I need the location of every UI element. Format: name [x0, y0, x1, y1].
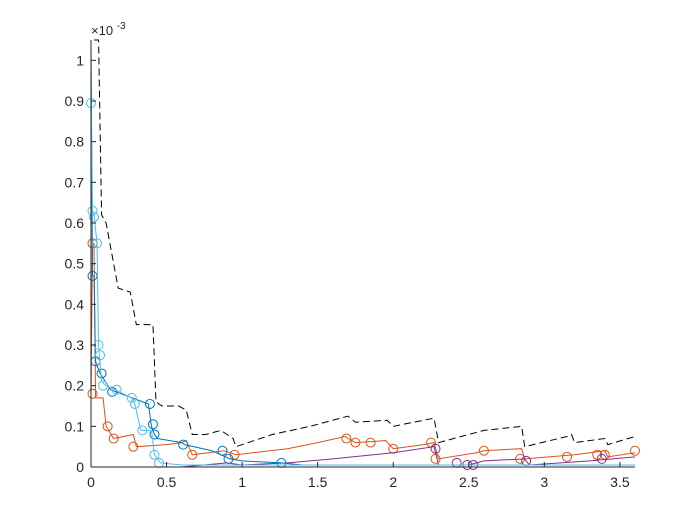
data-point-marker: [89, 211, 100, 222]
x-tick-label: 3.5: [610, 474, 630, 490]
data-point-marker: [87, 270, 98, 281]
series-line: [91, 446, 636, 468]
data-point-marker: [87, 388, 98, 399]
y-exponent-power: -3: [117, 21, 126, 32]
y-tick-label: 0.4: [65, 296, 85, 312]
series-2: [91, 443, 636, 470]
axes-layer: [90, 40, 635, 468]
series-4: [86, 76, 635, 468]
data-point-marker: [350, 437, 361, 448]
x-tick-label: 3: [540, 474, 548, 490]
x-tick-label: 0: [87, 474, 95, 490]
data-point-marker: [478, 445, 489, 456]
y-axis-exponent-label: ×10 -3: [91, 21, 126, 38]
data-point-marker: [365, 437, 376, 448]
data-point-marker: [630, 445, 640, 456]
y-exponent-base: ×10: [91, 23, 113, 38]
data-point-marker: [451, 457, 462, 468]
series-layer: [86, 39, 640, 470]
data-point-marker: [341, 433, 352, 444]
y-tick-label: 0.1: [65, 418, 85, 434]
y-tick-label: 0: [76, 459, 84, 475]
series-0: [94, 39, 636, 448]
data-point-marker: [137, 425, 148, 436]
series-line: [90, 44, 635, 466]
data-point-marker: [223, 453, 234, 464]
x-tick-label: 2.5: [459, 474, 479, 490]
data-point-marker: [187, 449, 198, 460]
x-tick-label: 0.5: [157, 474, 177, 490]
y-tick-label: 1: [76, 52, 84, 68]
y-tick-label: 0.8: [65, 134, 85, 150]
data-point-marker: [149, 449, 160, 460]
data-point-marker: [98, 380, 109, 391]
y-tick-label: 0.9: [65, 93, 85, 109]
data-point-marker: [92, 238, 103, 249]
series-line: [90, 76, 635, 466]
series-line: [90, 242, 636, 460]
data-point-marker: [562, 451, 572, 462]
data-point-marker: [430, 443, 441, 454]
data-point-marker: [149, 429, 160, 440]
data-point-marker: [102, 421, 113, 432]
y-tick-label: 0.3: [65, 337, 85, 353]
data-point-marker: [87, 205, 98, 216]
data-point-marker: [111, 384, 122, 395]
data-point-marker: [95, 350, 106, 361]
y-tick-label: 0.6: [65, 215, 85, 231]
y-tick-label: 0.2: [65, 378, 85, 394]
series-3: [87, 44, 635, 468]
x-tick-label: 2: [389, 474, 397, 490]
x-tick-label: 1.5: [308, 474, 328, 490]
series-line: [94, 39, 636, 448]
series-1: [87, 238, 640, 464]
data-point-marker: [144, 398, 155, 409]
data-point-marker: [129, 398, 140, 409]
data-point-marker: [107, 386, 118, 397]
x-tick-label: 1: [238, 474, 246, 490]
y-tick-label: 0.7: [65, 174, 85, 190]
data-point-marker: [147, 419, 158, 430]
data-point-marker: [178, 439, 189, 450]
data-point-marker: [126, 392, 137, 403]
data-point-marker: [108, 433, 119, 444]
ticks-layer: 0 0.5 1 1.5 2 2.5 3 3.5 0 0.1 0.2 0.3 0.4 0.5 0.6 0.7 0.…: [65, 52, 630, 490]
data-point-marker: [217, 445, 228, 456]
y-tick-label: 0.5: [65, 256, 85, 272]
data-point-marker: [128, 441, 139, 452]
data-point-marker: [596, 453, 607, 464]
